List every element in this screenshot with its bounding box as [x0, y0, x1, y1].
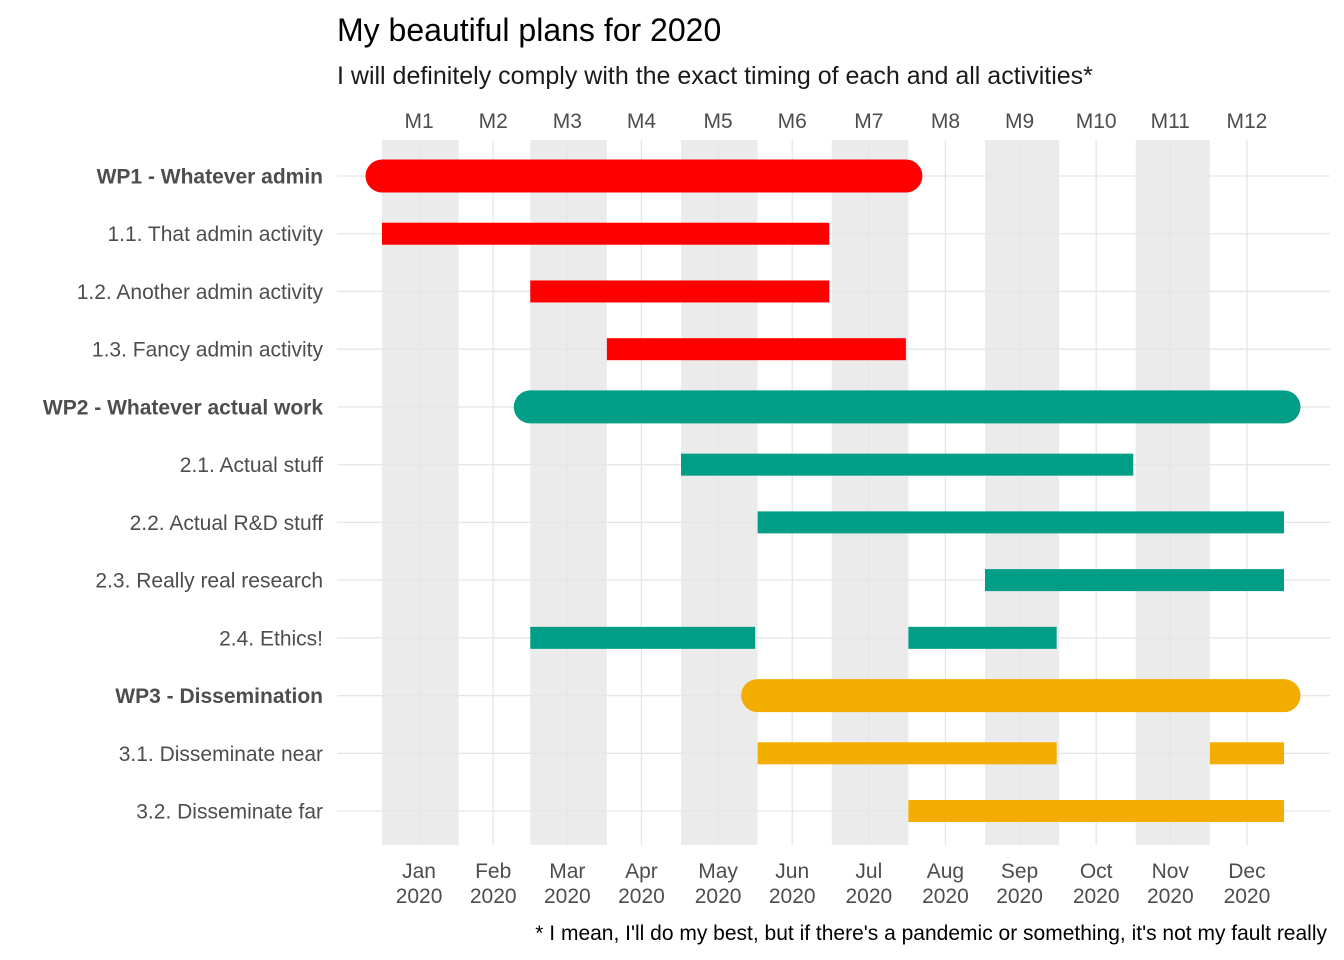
bottom-tick-year: 2020: [845, 885, 892, 908]
bottom-tick-month: Aug: [927, 860, 964, 883]
top-tick-label: M8: [931, 110, 960, 133]
activity-label: 3.2. Disseminate far: [136, 801, 323, 824]
month-band-9: [984, 140, 1060, 845]
activity-label: 2.2. Actual R&D stuff: [130, 512, 324, 535]
top-tick-label: M2: [479, 110, 508, 133]
bottom-tick-year: 2020: [1147, 885, 1194, 908]
activity-label: 1.3. Fancy admin activity: [92, 339, 324, 362]
activity-bar: [530, 626, 756, 649]
activity-label: 2.1. Actual stuff: [180, 454, 323, 477]
bottom-tick-year: 2020: [769, 885, 816, 908]
activity-bar: [606, 338, 906, 361]
top-tick-label: M7: [854, 110, 883, 133]
top-tick-label: M11: [1151, 110, 1190, 133]
bottom-tick-month: Nov: [1152, 860, 1190, 883]
bottom-tick-month: Dec: [1228, 860, 1265, 883]
bottom-tick-year: 2020: [1073, 885, 1120, 908]
month-bands: [382, 140, 1210, 845]
bottom-tick-year: 2020: [996, 885, 1043, 908]
top-tick-label: M9: [1005, 110, 1034, 133]
bottom-tick-month: Feb: [475, 860, 511, 883]
activity-bar: [530, 280, 830, 303]
activity-bar: [757, 742, 1057, 765]
month-band-1: [382, 140, 459, 845]
bottom-tick-year: 2020: [618, 885, 665, 908]
month-band-5: [681, 140, 758, 845]
wp-label: WP2 - Whatever actual work: [43, 396, 323, 419]
bottom-tick-month: Sep: [1001, 860, 1038, 883]
chart-title: My beautiful plans for 2020: [337, 12, 721, 48]
bottom-tick-year: 2020: [1224, 885, 1271, 908]
top-tick-label: M12: [1227, 110, 1268, 133]
month-band-3: [530, 140, 607, 845]
top-tick-label: M6: [778, 110, 807, 133]
activity-bar: [757, 511, 1284, 534]
top-tick-label: M3: [553, 110, 582, 133]
bottom-tick-month: Apr: [625, 860, 658, 883]
month-band-11: [1135, 140, 1210, 845]
top-tick-label: M5: [703, 110, 732, 133]
top-tick-label: M1: [404, 110, 433, 133]
bottom-tick-month: May: [698, 860, 738, 883]
activity-bar: [908, 800, 1284, 823]
chart-subtitle: I will definitely comply with the exact …: [337, 62, 1093, 90]
bottom-tick-year: 2020: [470, 885, 517, 908]
top-tick-label: M4: [627, 110, 656, 133]
bottom-tick-month: Jan: [402, 860, 436, 883]
bottom-tick-year: 2020: [396, 885, 443, 908]
chart-caption: * I mean, I'll do my best, but if there'…: [535, 922, 1327, 945]
gantt-bars: [365, 159, 1301, 823]
activity-bar: [1209, 742, 1284, 765]
top-axis: M1 M2 M3 M4 M5 M6 M7 M8 M9 M10 M11 M12: [404, 110, 1267, 133]
activity-label: 2.3. Really real research: [95, 570, 323, 593]
bottom-tick-year: 2020: [544, 885, 591, 908]
activity-label: 3.1. Disseminate near: [119, 743, 323, 766]
activity-bar: [984, 569, 1284, 592]
month-band-7: [831, 140, 909, 845]
activity-bar: [382, 222, 830, 245]
activity-bar: [908, 626, 1057, 649]
grid-lines: [337, 140, 1330, 845]
activity-label: 1.2. Another admin activity: [77, 281, 324, 304]
row-labels: WP1 - Whatever admin 1.1. That admin acti…: [43, 166, 324, 824]
activity-label: 1.1. That admin activity: [107, 223, 323, 246]
bottom-tick-month: Mar: [549, 860, 585, 883]
bottom-axis: Jan2020Feb2020Mar2020Apr2020May2020Jun20…: [396, 860, 1271, 908]
bottom-tick-year: 2020: [695, 885, 742, 908]
bottom-tick-year: 2020: [922, 885, 969, 908]
bottom-tick-month: Jul: [855, 860, 882, 883]
bottom-tick-month: Jun: [775, 860, 809, 883]
wp-label: WP1 - Whatever admin: [97, 166, 323, 189]
bottom-tick-month: Oct: [1080, 860, 1113, 883]
top-tick-label: M10: [1076, 110, 1117, 133]
wp-label: WP3 - Dissemination: [115, 685, 323, 708]
activity-bar: [681, 453, 1134, 476]
activity-label: 2.4. Ethics!: [219, 627, 323, 650]
